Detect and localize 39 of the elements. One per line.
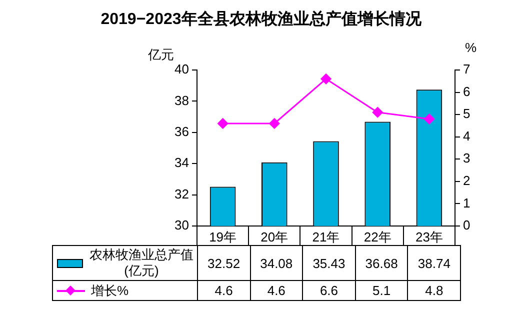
x-tick-label: 23年 — [415, 229, 443, 244]
point — [424, 114, 434, 124]
chart-title: 2019−2023年全县农林牧渔业总产值增长情况 — [100, 9, 422, 30]
point — [269, 118, 280, 129]
x-tick-label: 22年 — [364, 229, 392, 244]
y2-tick-label: 6 — [463, 84, 470, 99]
y2-tick-label: 5 — [463, 106, 470, 122]
legend-label: 增长% — [91, 282, 129, 299]
data-label: 5.1 — [355, 280, 408, 300]
y2-axis-title: % — [465, 40, 477, 55]
y2-tick-label: 1 — [463, 195, 470, 210]
y2-tick-label: 7 — [463, 62, 470, 77]
y-axis-title: 亿元 — [148, 46, 174, 64]
y2-tick-label: 4 — [463, 128, 470, 144]
data-label: 38.74 — [408, 246, 460, 280]
x-tick-label: 20年 — [260, 229, 288, 244]
y2-tick-label: 0 — [463, 218, 470, 233]
y-tick-label: 32 — [174, 186, 189, 202]
data-label: 32.52 — [198, 246, 250, 280]
data-label: 35.43 — [302, 246, 356, 280]
point — [372, 107, 383, 118]
point — [218, 118, 228, 129]
y2-tick-label: 2 — [463, 173, 470, 188]
y-tick-label: 36 — [174, 124, 189, 139]
data-label: 6.6 — [302, 280, 356, 300]
data-label: 4.8 — [408, 280, 460, 300]
y-tick-label: 38 — [174, 92, 189, 108]
y2-tick-label: 3 — [463, 150, 470, 166]
data-label: 36.68 — [355, 246, 408, 280]
x-tick-label: 19年 — [209, 229, 237, 244]
y-tick-label: 34 — [174, 155, 189, 170]
point — [320, 74, 332, 84]
x-tick-label: 21年 — [312, 229, 340, 244]
data-label: 4.6 — [198, 280, 250, 300]
data-label: 4.6 — [250, 280, 303, 300]
data-label: 34.08 — [250, 246, 303, 280]
legend-label: 农林牧渔业总产值(亿元) — [89, 247, 194, 279]
y-tick-label: 40 — [174, 62, 189, 77]
y-tick-label: 30 — [174, 218, 189, 233]
